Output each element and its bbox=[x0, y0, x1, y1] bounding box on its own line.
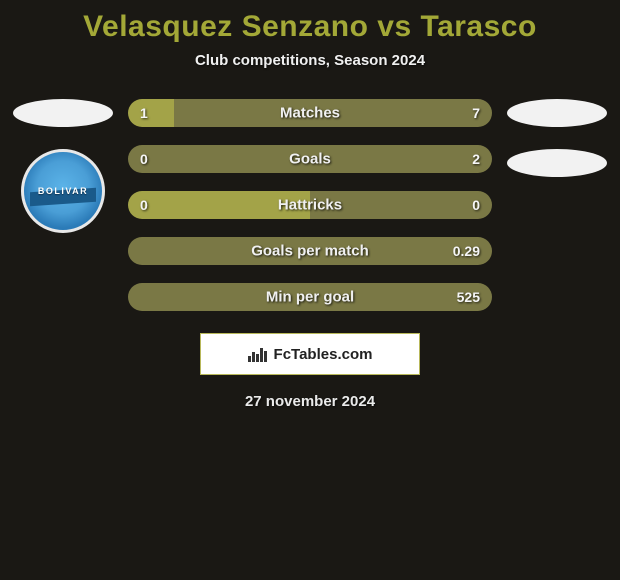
page-title: Velasquez Senzano vs Tarasco bbox=[0, 0, 620, 44]
stat-bar: Min per goal 525 bbox=[128, 283, 492, 311]
stats-bars: 1 Matches 7 0 Goals 2 0 Hattricks 0 Goals per mat… bbox=[118, 99, 502, 311]
comparison-content: BOLIVAR 1 Matches 7 0 Goals 2 0 Hattricks 0 Goals… bbox=[0, 99, 620, 311]
left-player-club-badge: BOLIVAR bbox=[21, 149, 105, 233]
stat-value-right: 525 bbox=[457, 289, 480, 305]
stat-bar: 1 Matches 7 bbox=[128, 99, 492, 127]
stat-value-right: 0 bbox=[472, 197, 480, 213]
left-player-avatar-placeholder bbox=[13, 99, 113, 127]
stat-label: Goals per match bbox=[251, 243, 369, 260]
right-player-avatar-placeholder bbox=[507, 99, 607, 127]
attribution: FcTables.com bbox=[200, 333, 420, 375]
stat-value-left: 1 bbox=[140, 105, 148, 121]
stat-bar: 0 Hattricks 0 bbox=[128, 191, 492, 219]
stat-label: Hattricks bbox=[278, 197, 342, 214]
stat-value-right: 2 bbox=[472, 151, 480, 167]
left-player-column: BOLIVAR bbox=[8, 99, 118, 233]
right-player-column bbox=[502, 99, 612, 177]
stat-bar: Goals per match 0.29 bbox=[128, 237, 492, 265]
club-badge-text: BOLIVAR bbox=[38, 186, 88, 196]
stat-bar: 0 Goals 2 bbox=[128, 145, 492, 173]
stat-label: Goals bbox=[289, 151, 331, 168]
right-player-club-badge-placeholder bbox=[507, 149, 607, 177]
stat-value-left: 0 bbox=[140, 151, 148, 167]
stat-label: Min per goal bbox=[266, 289, 354, 306]
bar-chart-icon bbox=[248, 346, 268, 362]
subtitle: Club competitions, Season 2024 bbox=[0, 52, 620, 69]
stat-label: Matches bbox=[280, 105, 340, 122]
stat-value-left: 0 bbox=[140, 197, 148, 213]
date: 27 november 2024 bbox=[0, 393, 620, 410]
attribution-text: FcTables.com bbox=[274, 346, 373, 363]
stat-value-right: 0.29 bbox=[453, 243, 480, 259]
stat-value-right: 7 bbox=[472, 105, 480, 121]
